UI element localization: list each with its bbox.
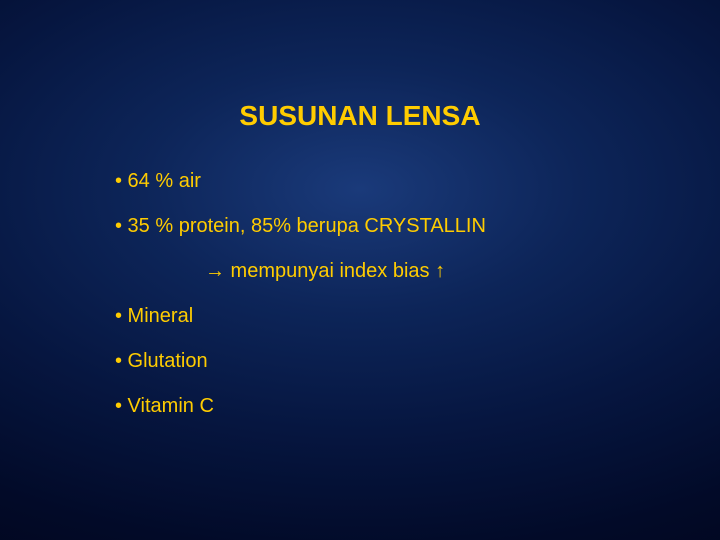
bullet-item-indented: → mempunyai index bias ↑ [115, 260, 486, 283]
slide: SUSUNAN LENSA • 64 % air • 35 % protein,… [0, 0, 720, 540]
bullet-item: • 64 % air [115, 170, 486, 193]
bullet-item: • Mineral [115, 305, 486, 328]
bullet-item: • Vitamin C [115, 395, 486, 418]
slide-content: • 64 % air • 35 % protein, 85% berupa CR… [115, 170, 486, 440]
bullet-item: • 35 % protein, 85% berupa CRYSTALLIN [115, 215, 486, 238]
slide-title: SUSUNAN LENSA [0, 100, 720, 132]
bullet-item: • Glutation [115, 350, 486, 373]
